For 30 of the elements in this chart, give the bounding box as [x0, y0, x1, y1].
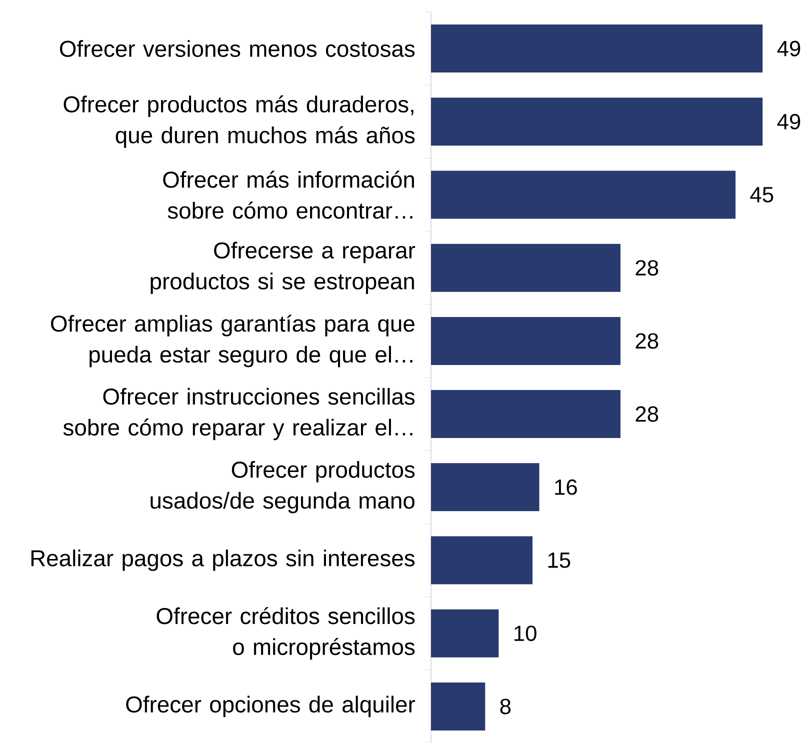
y-tick-label: Ofrecer opciones de alquiler — [126, 696, 416, 718]
bar — [431, 170, 736, 219]
data-label: 8 — [500, 698, 511, 714]
data-label: 28 — [636, 406, 658, 422]
data-label: 49 — [777, 114, 800, 130]
bar — [431, 98, 763, 146]
y-tick-label: Ofrecerse a reparar productos si se estropean — [150, 242, 416, 294]
bar — [431, 390, 620, 438]
data-label: 49 — [777, 40, 800, 56]
y-tick-label: Realizar pagos a plazos sin intereses — [31, 550, 415, 571]
y-tick-label: Ofrecer instrucciones sencillas sobre cómo reparar y realizar el… — [63, 388, 415, 440]
bar — [431, 244, 620, 292]
bar — [431, 609, 499, 658]
y-tick-label: Ofrecer más información sobre cómo encontrar… — [163, 170, 414, 219]
bar — [431, 682, 486, 730]
y-tick-label: Ofrecer versiones menos costosas — [60, 40, 415, 57]
y-tick-label: Ofrecer amplias garantías para que pueda estar seguro de que el… — [51, 314, 414, 368]
y-tick-label: Ofrecer productos más duraderos, que duren muchos más años — [64, 95, 415, 148]
bar — [431, 536, 533, 584]
bar — [431, 316, 620, 365]
data-label: 16 — [555, 479, 577, 495]
data-label: 28 — [636, 333, 658, 349]
data-label: 15 — [548, 552, 570, 568]
data-label: 10 — [514, 626, 536, 642]
data-label: 45 — [750, 187, 774, 202]
data-label: 28 — [636, 260, 658, 276]
y-tick-label: Ofrecer créditos sencillos o micropréstamos — [156, 607, 415, 660]
bar — [431, 463, 540, 512]
y-tick-label: Ofrecer productos usados/de segunda mano — [150, 461, 415, 514]
bar — [431, 24, 763, 73]
